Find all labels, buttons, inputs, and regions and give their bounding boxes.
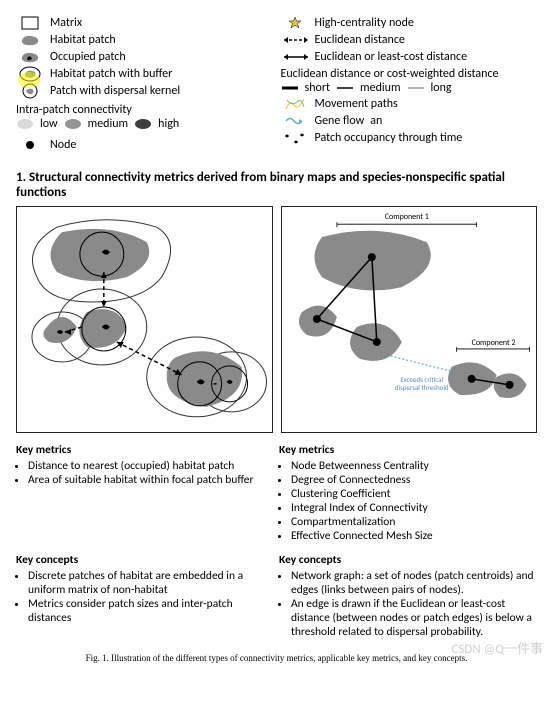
legend-right-col: High-centrality node Euclidean distance … [281, 14, 538, 154]
legend-row-occupied: Occupied patch [16, 49, 273, 65]
concept-item: Metrics consider patch sizes and inter-p… [28, 597, 271, 625]
legend-row-solid: Euclidean or least-cost distance [281, 49, 538, 65]
legend-row-node: Node [16, 137, 273, 153]
metric-item: Degree of Connectedness [291, 473, 534, 487]
left-metrics: Key metrics Distance to nearest (occupie… [16, 443, 271, 543]
metric-item: Node Betweenness Centrality [291, 459, 534, 473]
patch-icon [16, 33, 44, 47]
figure-row: Component 1 Component 2 Exceeds critical… [16, 206, 537, 433]
legend-row-buffer: Habitat patch with buffer [16, 66, 273, 82]
metric-item: Distance to nearest (occupied) habitat p… [28, 459, 271, 473]
occupied-icon [16, 50, 44, 64]
movement-paths-icon [281, 97, 309, 111]
concept-item: An edge is drawn if the Euclidean or lea… [291, 597, 534, 639]
left-concepts: Key concepts Discrete patches of habitat… [16, 553, 271, 639]
svg-text:dispersal threshold: dispersal threshold [394, 383, 448, 392]
legend-label: Matrix [50, 16, 82, 30]
dashed-arrow-icon [281, 35, 309, 45]
legend-label: Node [50, 138, 76, 152]
metrics-title: Key metrics [279, 443, 534, 457]
metric-item: Compartmentalization [291, 515, 534, 529]
legend-label: Patch with dispersal kernel [50, 84, 180, 98]
section-title: 1. Structural connectivity metrics deriv… [16, 170, 537, 200]
dist-med: medium [360, 81, 401, 95]
right-concepts: Key concepts Network graph: a set of nod… [279, 553, 534, 639]
legend-label: Occupied patch [50, 50, 126, 64]
intra-levels: low medium high [16, 117, 273, 131]
node-icon [16, 139, 44, 151]
occupancy-icon [281, 130, 309, 146]
legend-label: Habitat patch with buffer [50, 67, 172, 81]
legend-row-patch: Habitat patch [16, 32, 273, 48]
legend-label: Euclidean or least-cost distance [315, 50, 468, 64]
intra-high: high [158, 117, 179, 131]
legend-label: Habitat patch [50, 33, 116, 47]
figure-right: Component 1 Component 2 Exceeds critical… [281, 206, 538, 433]
metric-item: Effective Connected Mesh Size [291, 529, 534, 543]
watermark: CSDN @Q一件事 [451, 638, 543, 657]
legend-label: Movement paths [315, 97, 398, 111]
comp1-label: Component 1 [384, 212, 428, 222]
legend-label: Gene flow [315, 114, 365, 128]
intra-header: Intra-patch connectivity [16, 103, 273, 117]
concepts-title: Key concepts [279, 553, 534, 567]
intra-med: medium [88, 117, 129, 131]
legend-label: Patch occupancy through time [315, 131, 463, 145]
highlight-marker [18, 72, 40, 88]
dist-long: long [431, 81, 452, 95]
legend-row-dash: Euclidean distance [281, 32, 538, 48]
concepts-row: Key concepts Discrete patches of habitat… [16, 543, 537, 639]
concept-item: Discrete patches of habitat are embedded… [28, 569, 271, 597]
legend-left-col: Matrix Habitat patch Occupied patch Habi… [16, 14, 273, 154]
right-metrics: Key metrics Node Betweenness Centrality … [279, 443, 534, 543]
dist-header: Euclidean distance or cost-weighted dist… [281, 67, 538, 81]
metric-item: Clustering Coefficient [291, 487, 534, 501]
legend-row-paths: Movement paths [281, 96, 538, 112]
dist-short: short [305, 81, 331, 95]
intra-low: low [40, 117, 58, 131]
legend-row-gene: Gene flow an [281, 113, 538, 129]
star-icon [281, 16, 309, 30]
comp2-label: Component 2 [471, 338, 515, 348]
legend-label: Euclidean distance [315, 33, 405, 47]
metrics-row: Key metrics Distance to nearest (occupie… [16, 433, 537, 543]
legend-row-occup: Patch occupancy through time [281, 130, 538, 146]
solid-arrow-icon [281, 52, 309, 62]
concept-item: Network graph: a set of nodes (patch cen… [291, 569, 534, 597]
figure-left [16, 206, 273, 433]
legend-label: High-centrality node [315, 16, 414, 30]
legend-row-matrix: Matrix [16, 15, 273, 31]
legend-row-star: High-centrality node [281, 15, 538, 31]
metric-item: Area of suitable habitat within focal pa… [28, 473, 271, 487]
dist-levels: short medium long [281, 81, 538, 95]
matrix-icon [16, 16, 44, 30]
legend: Matrix Habitat patch Occupied patch Habi… [16, 14, 537, 154]
legend-row-kernel: Patch with dispersal kernel [16, 83, 273, 99]
gene-flow-icon [281, 114, 309, 128]
metric-item: Integral Index of Connectivity [291, 501, 534, 515]
metrics-title: Key metrics [16, 443, 271, 457]
concepts-title: Key concepts [16, 553, 271, 567]
